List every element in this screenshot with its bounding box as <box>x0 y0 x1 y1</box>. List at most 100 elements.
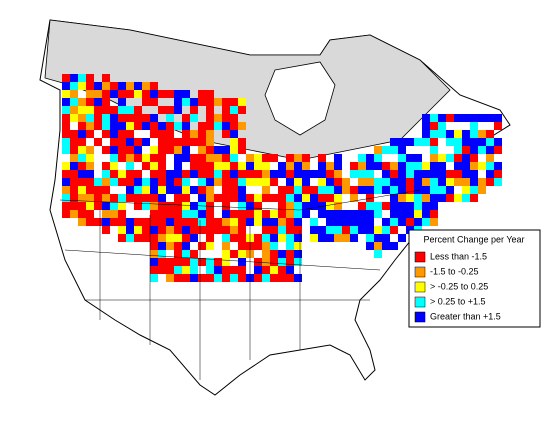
trend-cell <box>430 162 438 170</box>
trend-cell <box>430 170 438 178</box>
trend-cell <box>310 170 318 178</box>
trend-cell <box>222 162 230 170</box>
trend-cell <box>478 186 486 194</box>
trend-cell <box>206 114 214 122</box>
trend-cell <box>238 218 246 226</box>
trend-cell <box>142 90 150 98</box>
trend-cell <box>198 274 206 282</box>
trend-cell <box>470 170 478 178</box>
trend-cell <box>110 146 118 154</box>
trend-cell <box>134 202 142 210</box>
trend-cell <box>230 186 238 194</box>
trend-cell <box>334 226 342 234</box>
trend-cell <box>422 130 430 138</box>
trend-cell <box>150 258 158 266</box>
trend-cell <box>454 162 462 170</box>
trend-cell <box>278 258 286 266</box>
trend-cell <box>110 82 118 90</box>
trend-cell <box>198 122 206 130</box>
trend-cell <box>246 210 254 218</box>
trend-cell <box>238 234 246 242</box>
trend-cell <box>190 234 198 242</box>
trend-cell <box>62 82 70 90</box>
trend-cell <box>70 202 78 210</box>
trend-cell <box>86 210 94 218</box>
trend-cell <box>78 74 86 82</box>
trend-cell <box>182 234 190 242</box>
trend-cell <box>94 178 102 186</box>
trend-cell <box>462 194 470 202</box>
trend-cell <box>270 154 278 162</box>
trend-cell <box>70 82 78 90</box>
trend-cell <box>198 186 206 194</box>
trend-cell <box>166 138 174 146</box>
trend-cell <box>398 162 406 170</box>
trend-cell <box>174 202 182 210</box>
trend-cell <box>286 250 294 258</box>
trend-cell <box>422 194 430 202</box>
trend-cell <box>174 266 182 274</box>
trend-cell <box>382 170 390 178</box>
trend-cell <box>206 234 214 242</box>
trend-cell <box>358 218 366 226</box>
trend-cell <box>286 162 294 170</box>
trend-cell <box>254 274 262 282</box>
trend-cell <box>286 274 294 282</box>
trend-cell <box>78 130 86 138</box>
trend-cell <box>174 226 182 234</box>
trend-cell <box>406 170 414 178</box>
trend-cell <box>334 202 342 210</box>
trend-cell <box>302 162 310 170</box>
trend-cell <box>262 178 270 186</box>
trend-cell <box>150 274 158 282</box>
trend-cell <box>494 170 502 178</box>
trend-cell <box>198 210 206 218</box>
trend-cell <box>238 178 246 186</box>
trend-cell <box>286 154 294 162</box>
trend-cell <box>246 218 254 226</box>
legend-label: > -0.25 to 0.25 <box>430 281 488 291</box>
trend-cell <box>142 218 150 226</box>
trend-cell <box>214 194 222 202</box>
trend-cell <box>342 178 350 186</box>
trend-cell <box>78 194 86 202</box>
trend-cell <box>326 210 334 218</box>
trend-cell <box>454 130 462 138</box>
trend-cell <box>494 138 502 146</box>
trend-cell <box>430 146 438 154</box>
trend-cell <box>190 130 198 138</box>
trend-cell <box>206 274 214 282</box>
trend-cell <box>134 218 142 226</box>
trend-cell <box>62 186 70 194</box>
trend-cell <box>430 130 438 138</box>
trend-cell <box>366 210 374 218</box>
trend-cell <box>110 202 118 210</box>
trend-cell <box>166 210 174 218</box>
trend-cell <box>222 266 230 274</box>
trend-cell <box>238 226 246 234</box>
trend-cell <box>326 218 334 226</box>
trend-cell <box>366 154 374 162</box>
trend-cell <box>62 114 70 122</box>
trend-cell <box>78 138 86 146</box>
trend-cell <box>414 154 422 162</box>
trend-cell <box>198 194 206 202</box>
trend-cell <box>86 218 94 226</box>
trend-cell <box>414 186 422 194</box>
trend-cell <box>166 234 174 242</box>
trend-cell <box>406 186 414 194</box>
trend-cell <box>302 186 310 194</box>
trend-cell <box>334 234 342 242</box>
trend-cell <box>462 130 470 138</box>
trend-cell <box>302 178 310 186</box>
trend-cell <box>318 210 326 218</box>
trend-cell <box>190 250 198 258</box>
trend-cell <box>310 186 318 194</box>
trend-cell <box>230 274 238 282</box>
trend-cell <box>278 234 286 242</box>
trend-cell <box>158 266 166 274</box>
trend-cell <box>222 274 230 282</box>
trend-cell <box>230 266 238 274</box>
trend-cell <box>230 138 238 146</box>
trend-cell <box>406 218 414 226</box>
